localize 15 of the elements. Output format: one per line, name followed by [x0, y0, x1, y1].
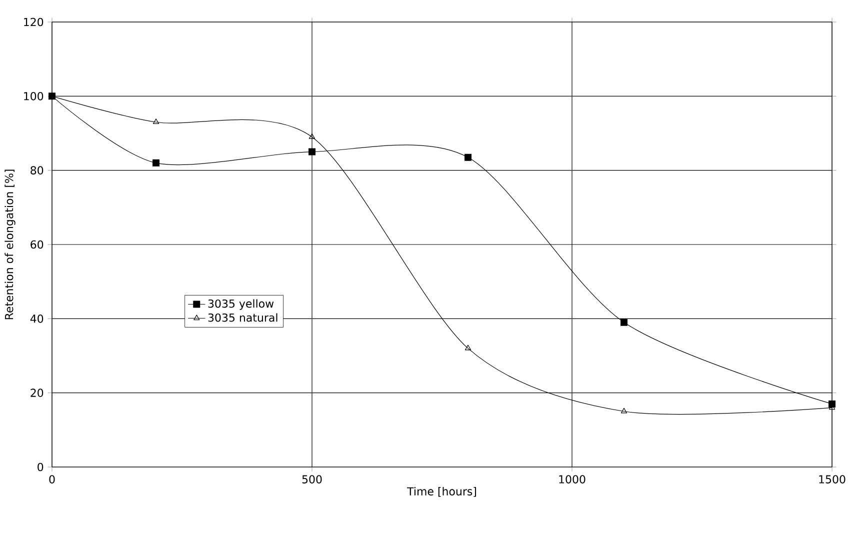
y-tick-label: 20	[30, 388, 44, 397]
legend-label: 3035 yellow	[208, 299, 274, 310]
x-tick-label: 1000	[559, 475, 586, 484]
x-tick-label: 1500	[819, 475, 846, 484]
legend-label: 3035 natural	[208, 313, 278, 322]
y-tick-label: 40	[30, 314, 44, 323]
y-axis-title: Retention of elongation [%]	[4, 170, 16, 320]
x-tick-label: 0	[49, 475, 55, 484]
y-tick-label: 60	[30, 240, 44, 249]
y-tick-label: 120	[24, 18, 44, 26]
y-tick-label: 0	[38, 462, 44, 472]
x-axis-title: Time [hours]	[407, 486, 476, 497]
x-tick-label: 500	[302, 475, 322, 484]
y-tick-label: 80	[30, 166, 44, 174]
y-tick-label: 100	[24, 92, 44, 100]
